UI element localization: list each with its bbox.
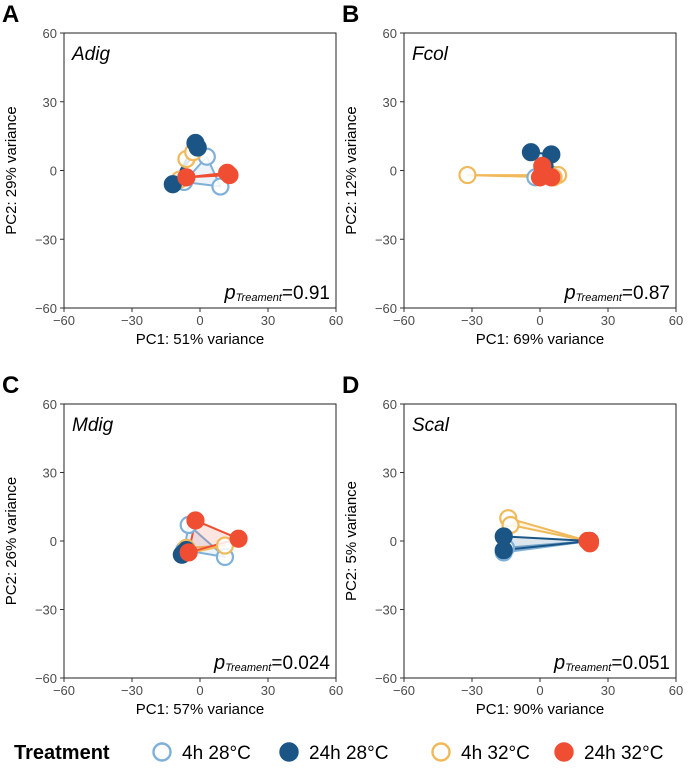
x-axis-label: PC1: 57% variance (136, 701, 264, 718)
x-tick-label: 30 (601, 313, 615, 328)
legend-label-24h32: 24h 32°C (584, 743, 663, 764)
p-value: =0.87 (622, 283, 670, 304)
y-tick-label: 30 (43, 95, 57, 110)
x-tick-label: −60 (393, 313, 415, 328)
panel-b: B −60 −30 0 30 60 −60 −30 0 30 60 PC1: 69% variance… (342, 1, 683, 348)
x-tick-label: 0 (196, 683, 203, 698)
legend-marker-24h32 (554, 742, 574, 762)
x-tick-label: −30 (461, 313, 483, 328)
x-axis-label: PC1: 90% variance (476, 701, 604, 718)
x-tick-label: 60 (329, 313, 343, 328)
x-tick-label: 60 (669, 313, 683, 328)
x-tick-label: 0 (536, 683, 543, 698)
p-subscript: Treament (565, 662, 612, 674)
panel-c: C −60 −30 0 30 60 −60 −30 0 30 60 PC1: 57% variance… (2, 372, 343, 718)
x-tick-label: 30 (261, 683, 275, 698)
p-symbol: p (224, 282, 236, 304)
y-tick-label: −60 (375, 301, 397, 316)
legend-title: Treatment (14, 742, 110, 764)
panel-title: Fcol (412, 44, 449, 65)
y-axis-label: PC2: 29% variance (3, 106, 20, 234)
panel-letter: D (342, 372, 359, 399)
data-point-24h32 (179, 543, 198, 562)
panel-title: Scal (412, 415, 450, 436)
p-value-annotation: pTreament=0.91 (224, 282, 330, 304)
x-tick-label: 60 (669, 683, 683, 698)
p-value: =0.91 (282, 283, 330, 304)
y-tick-label: −30 (375, 232, 397, 247)
y-tick-label: −30 (35, 603, 57, 618)
panel-letter: C (2, 372, 19, 399)
p-symbol: p (553, 652, 565, 674)
p-value: =0.051 (611, 653, 670, 674)
x-tick-label: 30 (261, 313, 275, 328)
x-axis-label: PC1: 69% variance (476, 331, 604, 348)
y-tick-label: 30 (43, 466, 57, 481)
panel-letter: A (2, 1, 19, 28)
y-tick-label: 60 (43, 26, 57, 41)
panel-title: Adig (71, 44, 110, 65)
y-axis-label: PC2: 26% variance (3, 477, 20, 605)
data-point-24h28 (188, 138, 207, 157)
y-tick-label: 0 (50, 534, 57, 549)
p-subscript: Treament (225, 662, 272, 674)
data-point-4h32 (458, 165, 477, 185)
p-value-annotation: pTreament=0.051 (553, 652, 670, 674)
y-tick-label: 60 (43, 397, 57, 412)
x-tick-label: −30 (121, 313, 143, 328)
legend-marker-4h28 (152, 742, 172, 762)
x-tick-label: −60 (53, 313, 75, 328)
data-point-24h32 (177, 168, 196, 187)
y-tick-label: 0 (50, 164, 57, 179)
data-point-24h28 (494, 541, 513, 560)
y-axis-label: PC2: 12% variance (343, 106, 360, 234)
y-tick-label: 30 (383, 466, 397, 481)
y-tick-label: 60 (383, 397, 397, 412)
panel-d: D −60 −30 0 30 60 −60 −30 0 30 60 PC1: 90% variance… (342, 372, 683, 718)
legend-marker-24h28 (279, 742, 299, 762)
p-subscript: Treament (576, 292, 623, 304)
x-tick-label: 0 (196, 313, 203, 328)
data-point-24h28 (521, 143, 541, 162)
legend-label-24h28: 24h 28°C (309, 743, 388, 764)
data-point-24h32 (580, 534, 599, 553)
data-point-24h32 (218, 163, 237, 182)
y-tick-label: −60 (375, 671, 397, 686)
y-tick-label: 0 (390, 164, 397, 179)
y-tick-label: −60 (35, 301, 57, 316)
p-subscript: Treament (236, 292, 283, 304)
x-tick-label: 30 (601, 683, 615, 698)
y-tick-label: −30 (375, 603, 397, 618)
p-value-annotation: pTreament=0.87 (564, 282, 670, 304)
p-symbol: p (564, 282, 576, 304)
y-tick-label: 0 (390, 534, 397, 549)
x-tick-label: 0 (536, 313, 543, 328)
x-tick-label: 60 (329, 683, 343, 698)
panel-letter: B (342, 1, 359, 28)
data-point-24h32 (542, 168, 561, 187)
legend-label-4h28: 4h 28°C (182, 743, 251, 764)
x-tick-label: −60 (393, 683, 415, 698)
x-tick-label: −30 (461, 683, 483, 698)
legend-marker-4h32 (431, 742, 451, 762)
data-point-24h32 (229, 529, 248, 548)
legend: Treatment 4h 28°C 24h 28°C 4h 32°C 24h 32°C (14, 742, 663, 764)
y-tick-label: −30 (35, 232, 57, 247)
legend-label-4h32: 4h 32°C (461, 743, 530, 764)
x-tick-label: −30 (121, 683, 143, 698)
p-value: =0.024 (271, 653, 330, 674)
p-symbol: p (213, 652, 225, 674)
y-tick-label: 60 (383, 26, 397, 41)
p-value-annotation: pTreament=0.024 (213, 652, 330, 674)
panel-a: A −60 −30 0 30 60 −60 −30 0 30 60 PC1: 51% variance… (2, 1, 343, 348)
panel-title: Mdig (72, 415, 114, 436)
y-axis-label: PC2: 5% variance (343, 481, 360, 601)
x-tick-label: −60 (53, 683, 75, 698)
y-tick-label: −60 (35, 671, 57, 686)
series-hull-24h32 (187, 519, 240, 554)
x-axis-label: PC1: 51% variance (136, 331, 264, 348)
data-point-24h32 (186, 511, 205, 530)
y-tick-label: 30 (383, 95, 397, 110)
